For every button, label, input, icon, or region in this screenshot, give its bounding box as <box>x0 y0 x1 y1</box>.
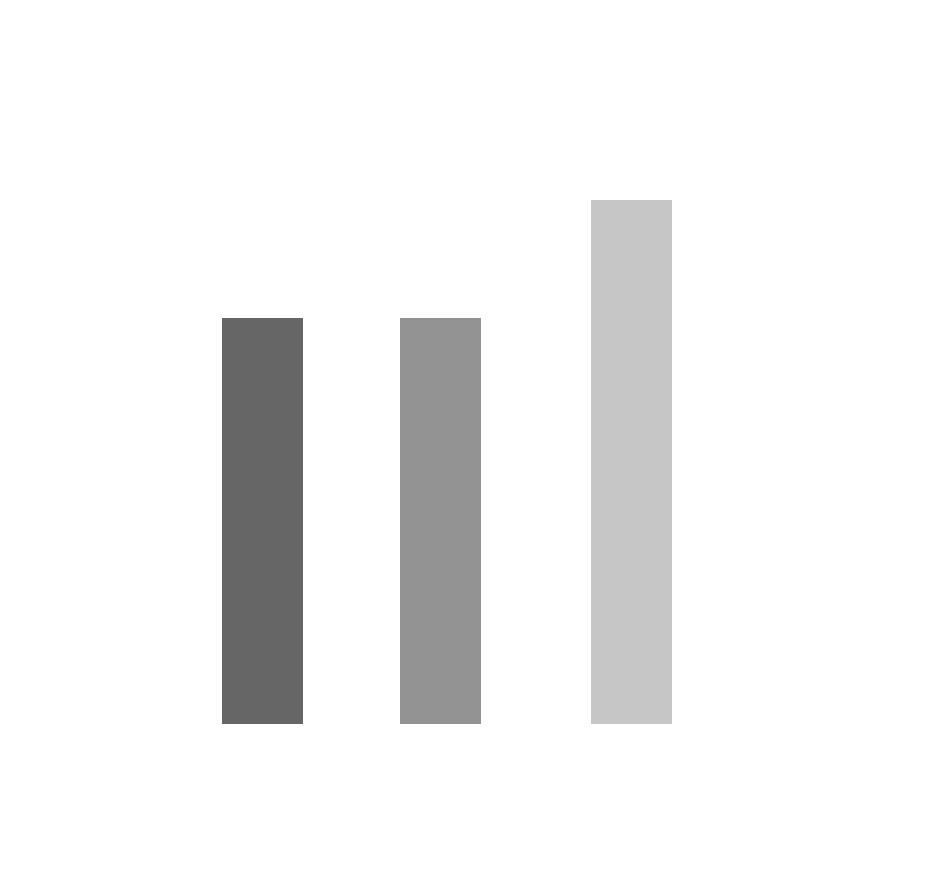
bar-2 <box>400 318 481 724</box>
bar-1 <box>222 318 303 724</box>
bars-group <box>222 200 672 724</box>
bar-3 <box>591 200 672 724</box>
